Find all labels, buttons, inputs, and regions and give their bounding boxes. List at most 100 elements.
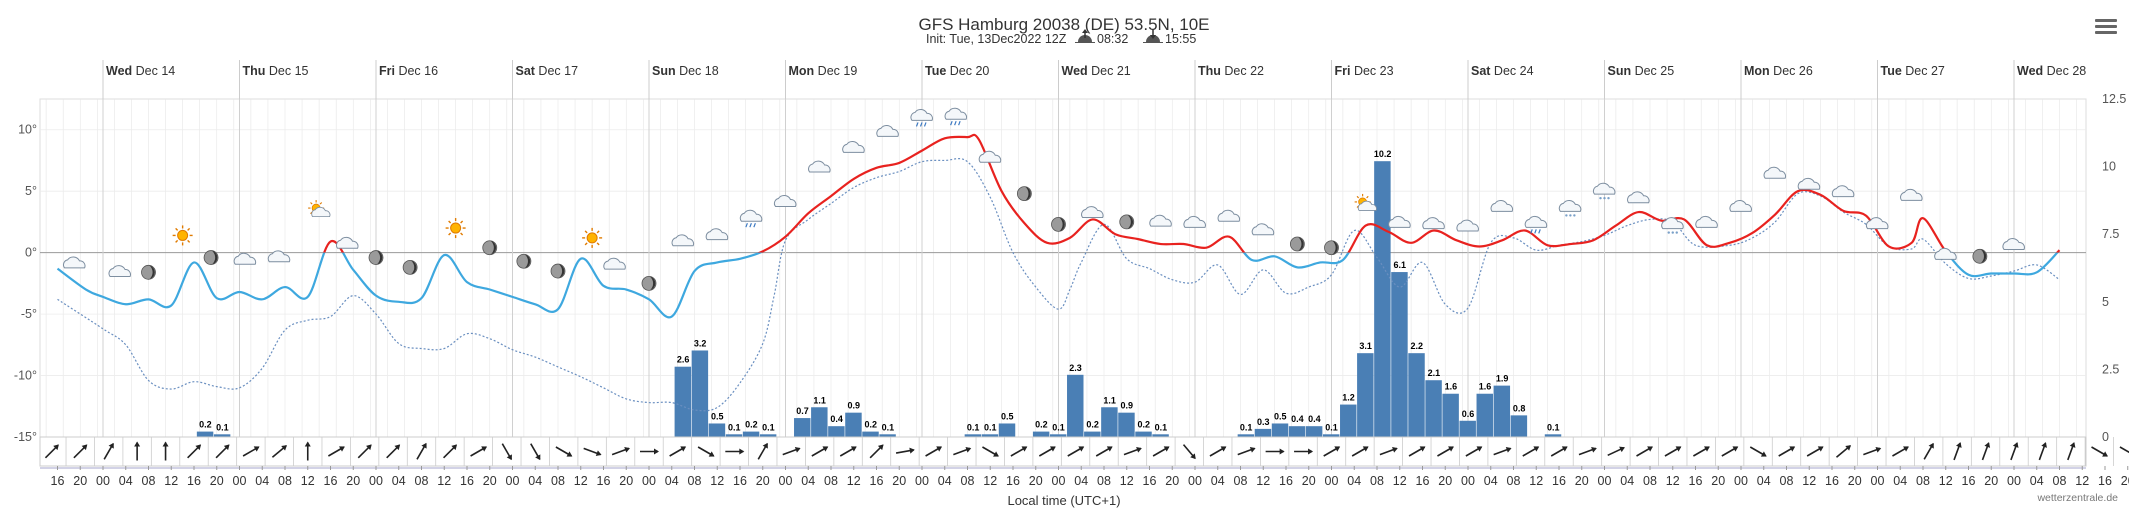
precipitation-tick-label: 10	[2102, 160, 2116, 174]
hour-label: 20	[346, 474, 360, 488]
wind-arrow-icon	[611, 446, 630, 456]
wind-arrow-icon	[1123, 446, 1142, 456]
weather-icons	[62, 107, 2025, 291]
wind-arrow-icon	[1953, 442, 1962, 461]
precipitation-tick-label: 7.5	[2102, 227, 2119, 241]
wind-arrow-icon	[443, 444, 458, 459]
precipitation-bar	[1357, 353, 1374, 437]
precipitation-bar-label: 0.2	[1138, 420, 1151, 430]
precipitation-bar	[1322, 434, 1340, 437]
precipitation-bar-label: 0.8	[1513, 403, 1526, 413]
precipitation-bar-label: 0.2	[1086, 420, 1099, 430]
rain-cloud-icon	[910, 108, 933, 127]
day-label: Wed Dec 28	[2017, 64, 2086, 78]
precipitation-bar-label: 2.1	[1428, 368, 1441, 378]
precipitation-bar-label: 0.4	[830, 414, 843, 424]
hour-label: 12	[1120, 474, 1134, 488]
hour-label: 12	[983, 474, 997, 488]
wind-arrow-icon	[725, 448, 745, 455]
hour-label: 16	[187, 474, 201, 488]
precipitation-bar	[725, 434, 743, 437]
cloud-icon	[876, 124, 899, 137]
precipitation-tick-label: 0	[2102, 430, 2109, 444]
precipitation-bar-label: 0.1	[1155, 422, 1168, 432]
hour-label: 00	[1461, 474, 1475, 488]
hour-label: 12	[1256, 474, 1270, 488]
cloud-icon	[2002, 238, 2025, 250]
precipitation-bar-label: 0.1	[984, 422, 997, 432]
precipitation-axis: 12.5 10 7.5 5 2.5 0	[2102, 92, 2126, 444]
day-label: Thu Dec 15	[243, 64, 309, 78]
precipitation-bar	[196, 431, 214, 437]
hour-label: 12	[437, 474, 451, 488]
cloud-icon	[1149, 214, 1172, 227]
hour-label: 20	[619, 474, 633, 488]
precipitation-bar	[811, 407, 828, 437]
moon-icon	[1324, 240, 1339, 256]
hour-label: 00	[1598, 474, 1612, 488]
day-label: Sun Dec 25	[1608, 64, 1675, 78]
wind-arrow-icon	[1923, 442, 1934, 460]
hour-label: 08	[278, 474, 292, 488]
hour-label: 12	[164, 474, 178, 488]
temperature-axis: 10° 5° 0° -5° -10° -15°	[14, 123, 37, 444]
precipitation-bar-label: 0.1	[216, 422, 229, 432]
hour-label: 04	[1347, 474, 1361, 488]
wind-arrow-icon	[640, 448, 659, 455]
hour-label: 04	[665, 474, 679, 488]
day-label: Wed Dec 21	[1062, 64, 1131, 78]
hour-label: 00	[1325, 474, 1339, 488]
hour-label: 00	[1871, 474, 1885, 488]
moon-icon	[1289, 236, 1305, 252]
cloud-icon	[1763, 166, 1787, 179]
wind-arrow-icon	[869, 444, 884, 459]
hamburger-menu-icon[interactable]	[2095, 16, 2117, 36]
dewpoint-line	[57, 157, 2060, 412]
precipitation-bar	[674, 366, 692, 437]
precipitation-bar	[708, 423, 726, 437]
precipitation-bar	[1340, 404, 1357, 437]
precipitation-bar-label: 1.6	[1445, 382, 1458, 392]
wind-arrow-icon	[2119, 446, 2129, 457]
hour-axis: 16 20 00 04 08 12 16 20 00 04 08 12 16 20 00 04 08 12 16 20…	[51, 466, 2129, 488]
hour-label: 00	[2007, 474, 2021, 488]
precipitation-bar	[1425, 380, 1442, 437]
cloud-icon	[1695, 215, 1718, 228]
day-label: Sun Dec 18	[652, 64, 719, 78]
snow-cloud-icon	[1661, 217, 1684, 234]
cloud-icon	[1831, 185, 1855, 198]
day-label: Tue Dec 27	[1881, 64, 1945, 78]
precipitation-bar	[1254, 428, 1272, 437]
wind-arrow-icon	[1351, 446, 1369, 457]
precipitation-bar-label: 0.5	[1001, 411, 1014, 421]
precipitation-bar	[879, 434, 896, 437]
hour-label: 00	[369, 474, 383, 488]
wind-arrow-icon	[895, 447, 915, 454]
wind-arrow-icon	[839, 446, 857, 457]
precipitation-bar-label: 0.1	[882, 422, 895, 432]
wind-arrow-icon	[304, 441, 311, 461]
cloud-icon	[1217, 209, 1241, 222]
precipitation-bar-label: 10.2	[1374, 149, 1392, 159]
wind-arrow-icon	[1636, 446, 1653, 457]
day-label: Mon Dec 26	[1744, 64, 1813, 78]
hour-label: 04	[1484, 474, 1498, 488]
precipitation-bar	[862, 431, 879, 437]
hour-label: 20	[1984, 474, 1998, 488]
moon-icon	[482, 240, 498, 256]
wind-arrow-icon	[1265, 448, 1285, 455]
cloud-icon	[1251, 223, 1275, 236]
wind-arrow-icon	[134, 441, 141, 461]
credits-link[interactable]: wetterzentrale.de	[2036, 492, 2118, 504]
wind-arrow-icon	[782, 446, 801, 456]
hour-label: 04	[119, 474, 133, 488]
day-label: Sat Dec 24	[1471, 64, 1534, 78]
precipitation-bar-label: 1.6	[1479, 382, 1492, 392]
wind-arrow-icon	[1692, 446, 1710, 457]
day-label: Wed Dec 14	[106, 64, 175, 78]
precipitation-bar	[1459, 420, 1476, 437]
precipitation-bar-label: 6.1	[1393, 260, 1406, 270]
precipitation-bar	[1408, 353, 1425, 437]
wind-arrow-icon	[757, 442, 768, 460]
precipitation-bar-label: 0.9	[1120, 401, 1133, 411]
